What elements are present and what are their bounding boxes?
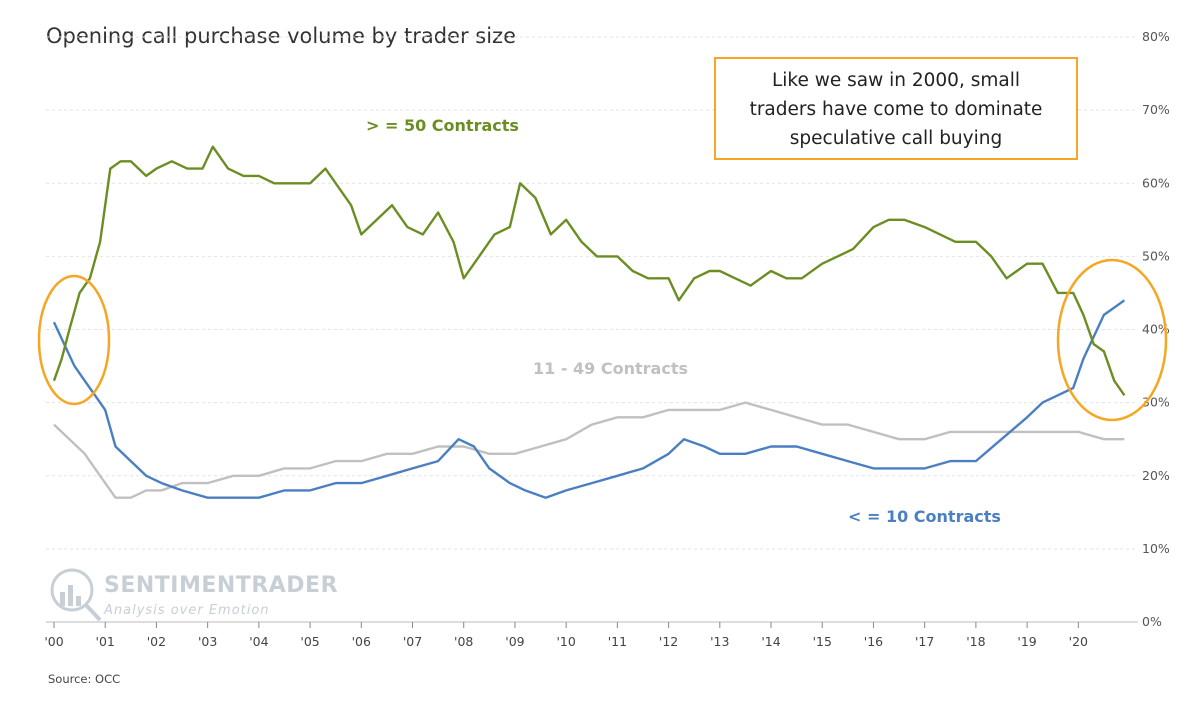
x-tick-label: '14 bbox=[761, 634, 780, 649]
x-tick-label: '07 bbox=[403, 634, 422, 649]
series-lines bbox=[52, 145, 1126, 499]
x-tick-label: '02 bbox=[147, 634, 166, 649]
x-tick-label: '18 bbox=[966, 634, 985, 649]
x-tick-label: '01 bbox=[96, 634, 115, 649]
series-label-mid: 11 - 49 Contracts bbox=[533, 359, 688, 378]
chart-title: Opening call purchase volume by trader s… bbox=[46, 24, 516, 48]
annotation-line-3: speculative call buying bbox=[790, 128, 1002, 149]
gridlines bbox=[46, 36, 1138, 623]
highlight-circle-2020 bbox=[1056, 258, 1168, 422]
x-axis: '00 '01 '02 '03 '04 '05 '06 '07 '08 '09 '10 '11 '12 '… bbox=[44, 622, 1088, 649]
series-label-small: < = 10 Contracts bbox=[848, 507, 1001, 526]
x-tick-label: '15 bbox=[813, 634, 832, 649]
x-tick-label: '20 bbox=[1069, 634, 1088, 649]
series-label-large: > = 50 Contracts bbox=[366, 116, 519, 135]
y-tick-label: 50% bbox=[1142, 248, 1170, 263]
annotation-line-2: traders have come to dominate bbox=[750, 99, 1043, 120]
watermark-brand: SENTIMENTRADER bbox=[104, 573, 338, 598]
x-tick-label: '03 bbox=[198, 634, 217, 649]
y-tick-label: 60% bbox=[1142, 175, 1170, 190]
watermark-logo: SENTIMENTRADER Analysis over Emotion bbox=[50, 568, 338, 622]
logo-icon bbox=[50, 568, 102, 622]
x-tick-label: '19 bbox=[1017, 634, 1036, 649]
source-note: Source: OCC bbox=[48, 672, 120, 686]
y-axis: 0%10%20%30%40%50%60%70%80% bbox=[1142, 29, 1170, 629]
y-tick-label: 0% bbox=[1142, 614, 1162, 629]
series-line-large bbox=[52, 145, 1126, 396]
series-line-small bbox=[52, 299, 1126, 499]
y-tick-label: 70% bbox=[1142, 102, 1170, 117]
y-tick-label: 40% bbox=[1142, 322, 1170, 337]
x-tick-label: '05 bbox=[300, 634, 319, 649]
x-tick-label: '13 bbox=[710, 634, 729, 649]
x-tick-label: '04 bbox=[249, 634, 268, 649]
x-tick-label: '10 bbox=[556, 634, 575, 649]
x-tick-label: '12 bbox=[659, 634, 678, 649]
x-tick-label: '06 bbox=[352, 634, 371, 649]
x-tick-label: '17 bbox=[915, 634, 934, 649]
x-tick-label: '09 bbox=[505, 634, 524, 649]
highlight-circle-2000 bbox=[37, 274, 111, 406]
watermark-tagline: Analysis over Emotion bbox=[103, 603, 270, 618]
annotation-line-1: Like we saw in 2000, small bbox=[772, 70, 1020, 91]
annotation-box: Like we saw in 2000, small traders have … bbox=[714, 57, 1078, 160]
y-tick-label: 80% bbox=[1142, 29, 1170, 44]
y-tick-label: 10% bbox=[1142, 541, 1170, 556]
x-tick-label: '00 bbox=[44, 634, 63, 649]
y-tick-label: 20% bbox=[1142, 468, 1170, 483]
x-tick-label: '11 bbox=[608, 634, 627, 649]
x-tick-label: '08 bbox=[454, 634, 473, 649]
x-tick-label: '16 bbox=[864, 634, 883, 649]
